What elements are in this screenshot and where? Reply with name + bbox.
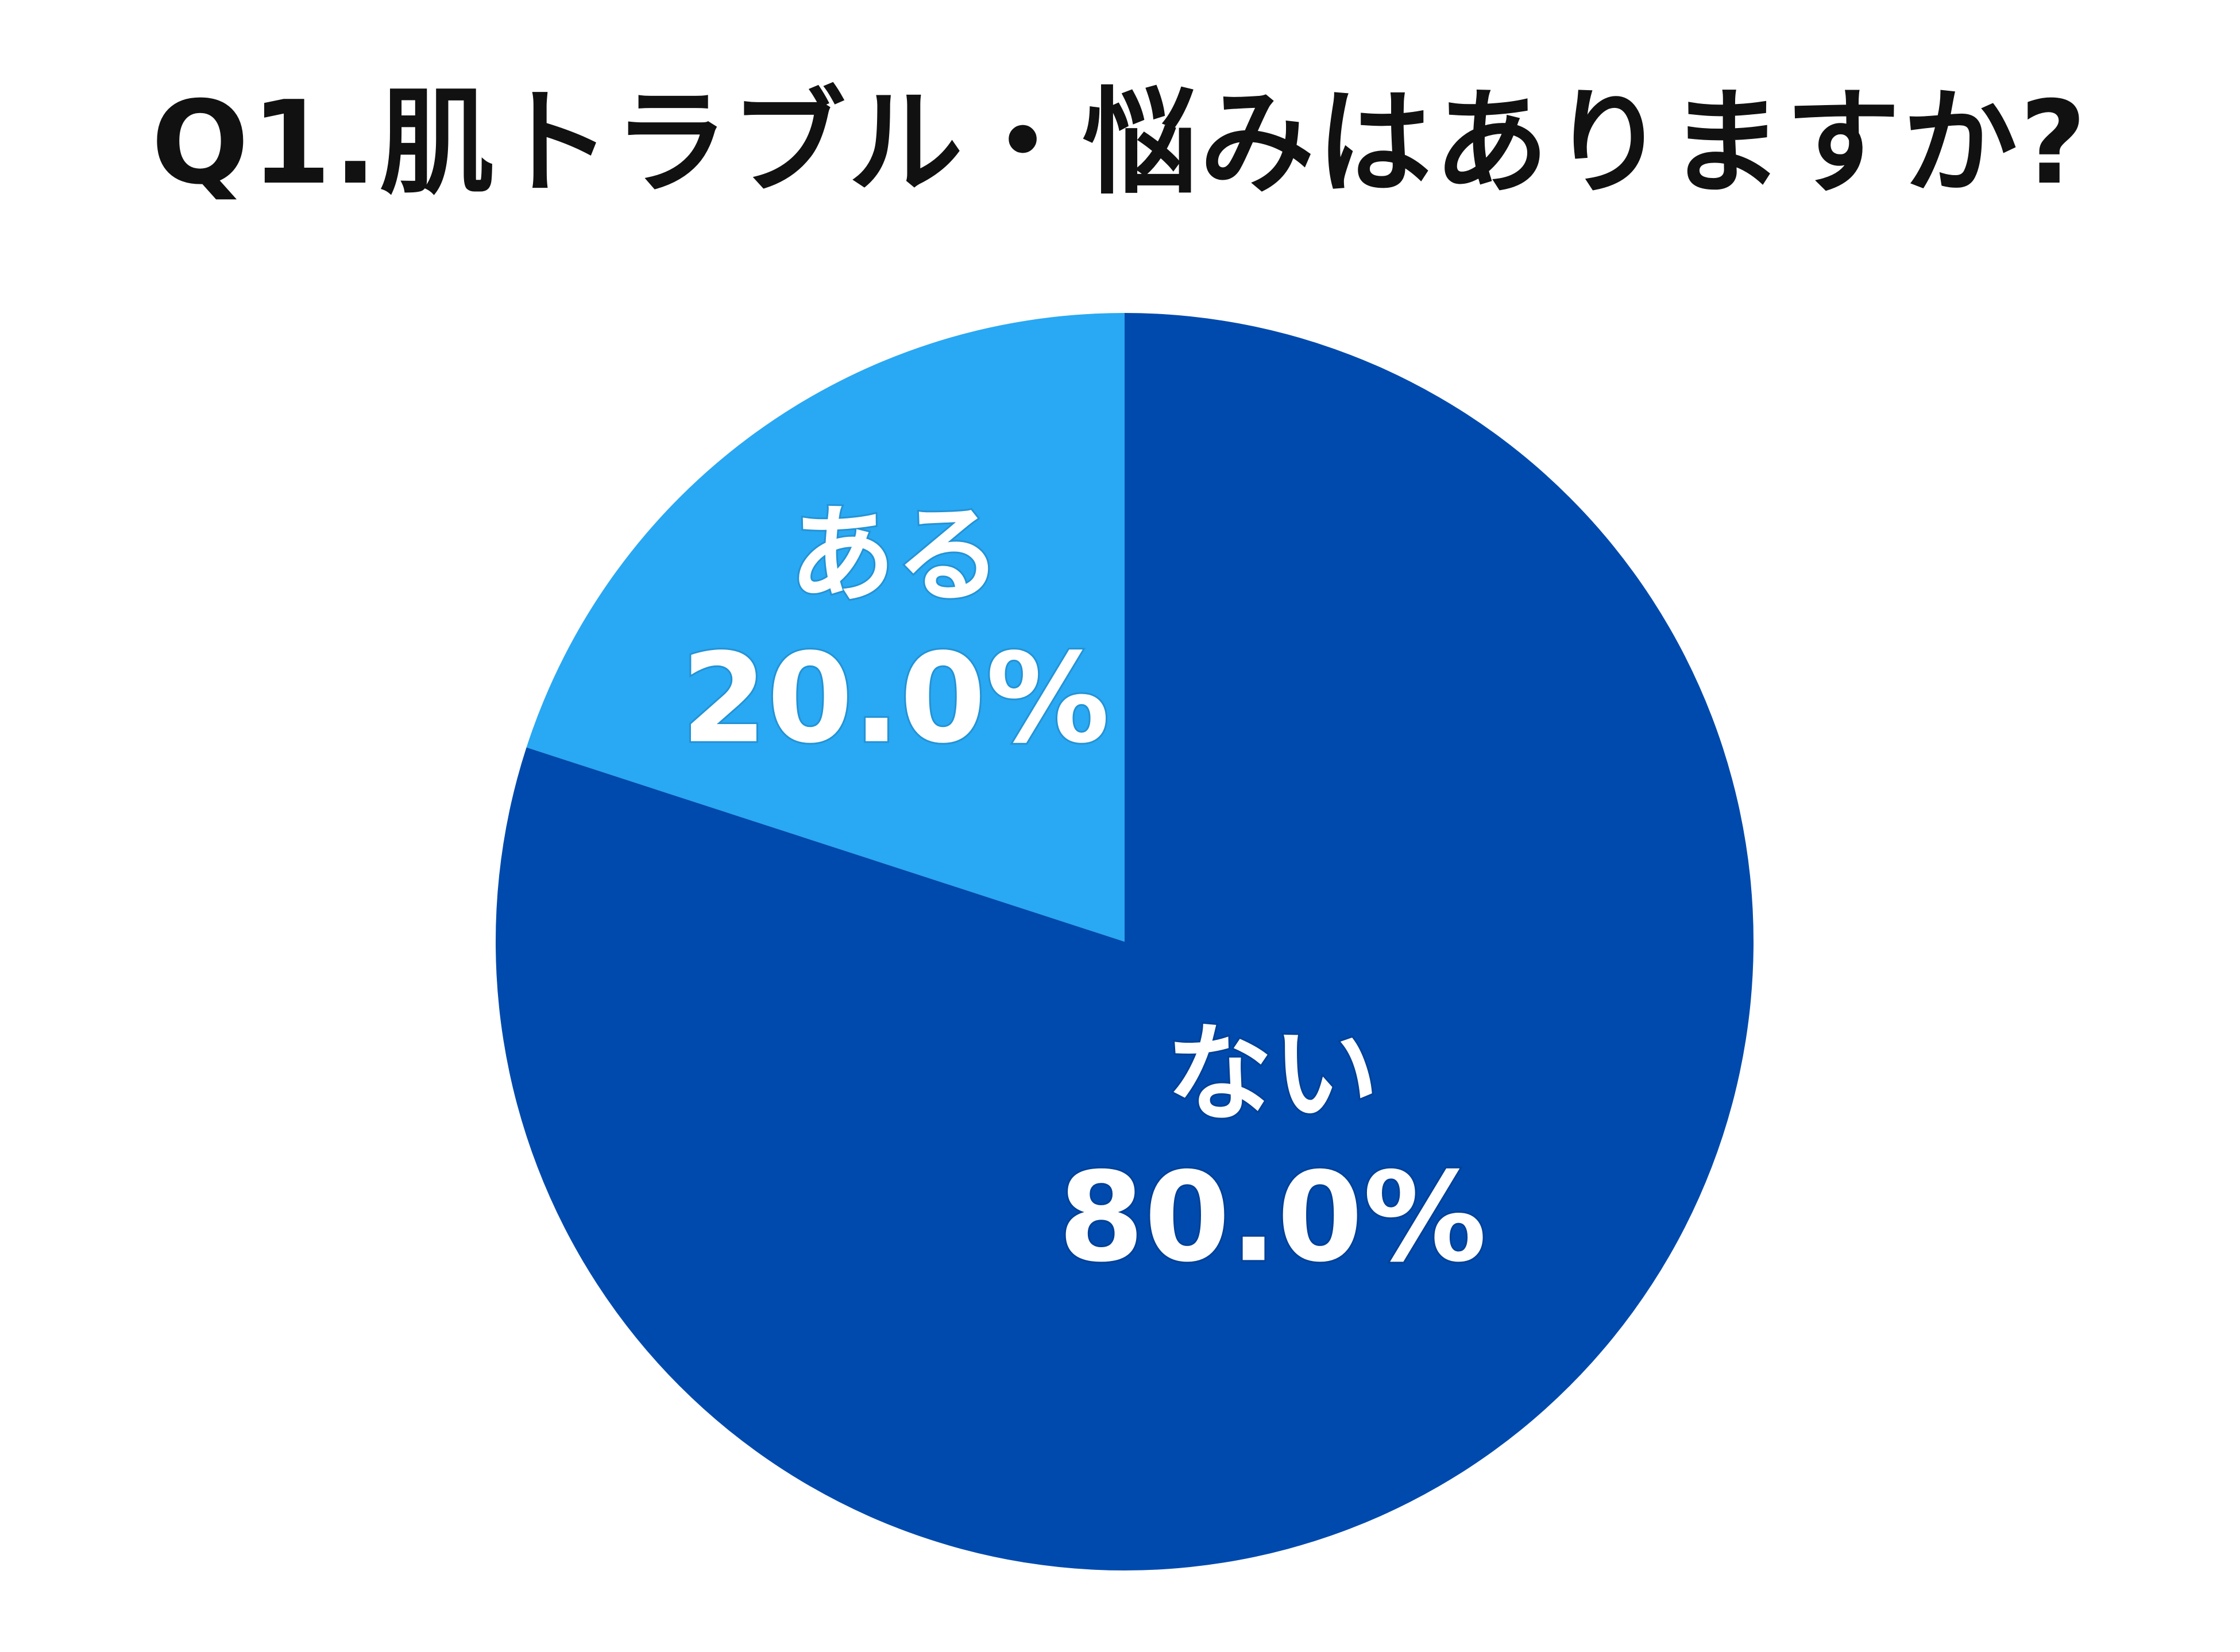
slice-label-name: ある — [789, 493, 1002, 617]
pie-slice-0 — [526, 313, 1125, 942]
slice-label-value: 20.0% — [681, 626, 1110, 771]
slice-label-value: 80.0% — [1059, 1145, 1487, 1289]
chart-title: Q1.肌トラブル・悩みはありますか? — [151, 76, 2089, 210]
pie-slice-1 — [495, 313, 1754, 1570]
pie-slices — [495, 313, 1754, 1570]
slice-label-name: ない — [1166, 1012, 1378, 1136]
